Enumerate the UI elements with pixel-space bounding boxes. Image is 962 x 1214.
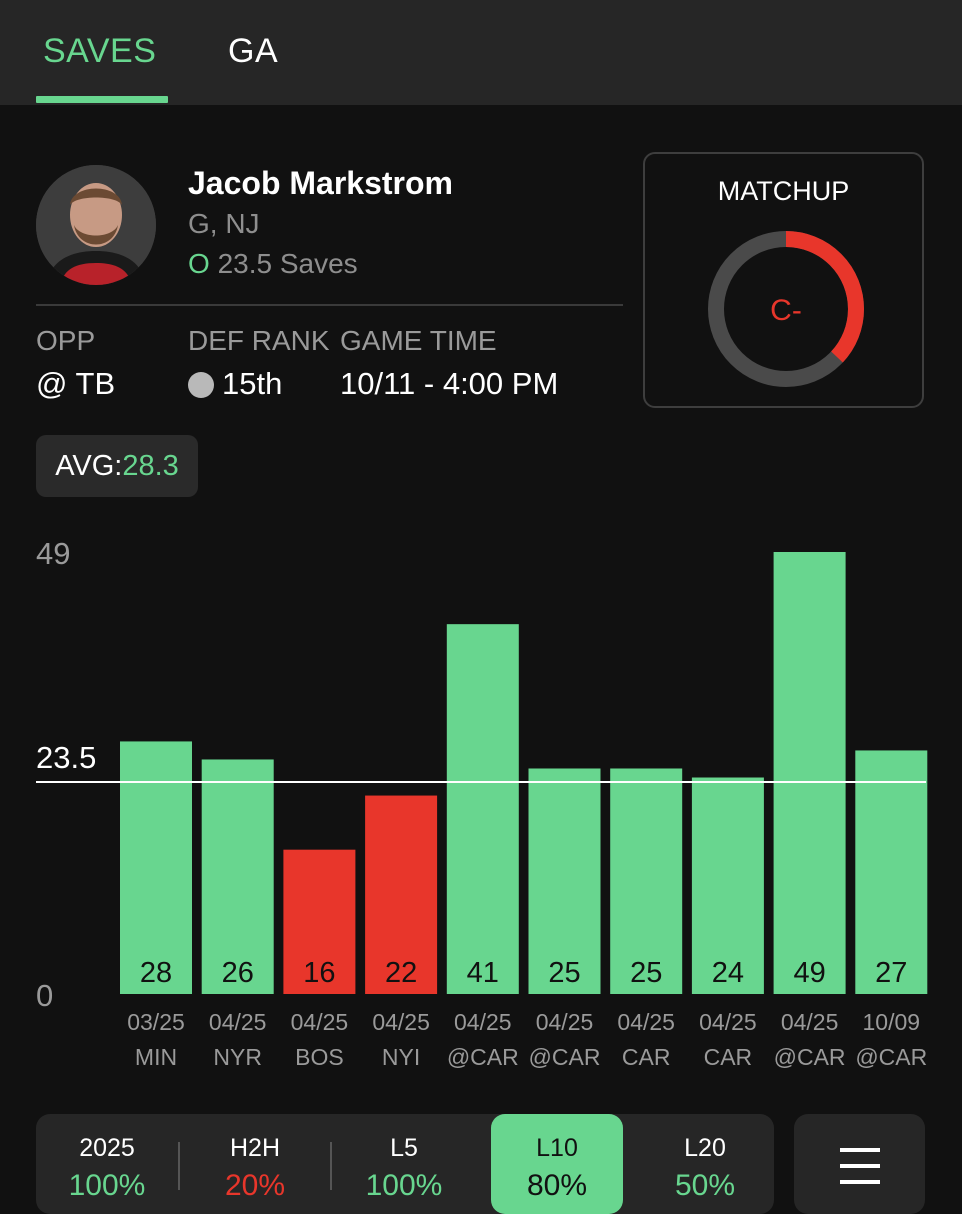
prop-line-value: 23.5 Saves bbox=[217, 248, 358, 279]
bar bbox=[691, 777, 764, 994]
x-tick-date: 04/25 bbox=[781, 1009, 839, 1035]
over-under-indicator: O bbox=[188, 248, 210, 279]
filter-percent: 50% bbox=[674, 1169, 736, 1202]
menu-icon bbox=[840, 1164, 880, 1168]
matchup-title: MATCHUP bbox=[717, 176, 850, 206]
tab-ga[interactable]: GA bbox=[228, 32, 279, 70]
bar bbox=[201, 759, 274, 994]
x-tick-opponent: @CAR bbox=[447, 1044, 519, 1070]
saves-bar-chart: 49 23.5 0 28 03/25 MIN 26 04/25 NYR 16 04/25 BOS 22 0… bbox=[36, 536, 928, 1070]
active-tab-indicator bbox=[36, 96, 168, 103]
y-tick-label: 23.5 bbox=[36, 740, 96, 775]
game-time-label: GAME TIME bbox=[340, 325, 497, 356]
player-position: G, NJ bbox=[188, 208, 260, 239]
bar-value-label: 25 bbox=[548, 957, 580, 989]
filter-percent: 100% bbox=[68, 1169, 146, 1202]
bar bbox=[855, 750, 928, 994]
x-tick-opponent: MIN bbox=[135, 1044, 177, 1070]
filter-percent: 20% bbox=[224, 1169, 286, 1202]
x-tick-opponent: @CAR bbox=[855, 1044, 927, 1070]
filter-h2h[interactable]: H2H 20% bbox=[180, 1114, 330, 1214]
bar-value-label: 28 bbox=[140, 957, 172, 989]
filter-label: 2025 bbox=[79, 1134, 135, 1162]
filter-bar: 2025 100% H2H 20% L5 100% L10 80% L20 50… bbox=[36, 1114, 774, 1214]
def-rank-value: 15th bbox=[188, 366, 282, 402]
x-tick-opponent: CAR bbox=[622, 1044, 671, 1070]
average-label: AVG: bbox=[55, 450, 123, 482]
x-tick-opponent: CAR bbox=[704, 1044, 753, 1070]
x-tick-opponent: @CAR bbox=[529, 1044, 601, 1070]
y-tick-label: 49 bbox=[36, 536, 70, 571]
x-tick-date: 10/09 bbox=[863, 1009, 921, 1035]
menu-icon bbox=[840, 1148, 880, 1152]
bar-value-label: 26 bbox=[222, 957, 254, 989]
filter-l10[interactable]: L10 80% bbox=[491, 1114, 623, 1214]
matchup-card[interactable]: MATCHUP C- bbox=[643, 152, 924, 408]
filter-label: L5 bbox=[390, 1134, 418, 1162]
rank-dot-icon bbox=[188, 372, 214, 398]
bar bbox=[365, 795, 438, 994]
x-tick-opponent: BOS bbox=[295, 1044, 344, 1070]
bar bbox=[610, 768, 683, 994]
bar bbox=[283, 849, 356, 994]
game-time-value: 10/11 - 4:00 PM bbox=[340, 366, 559, 401]
x-tick-date: 04/25 bbox=[209, 1009, 267, 1035]
x-tick-opponent: @CAR bbox=[774, 1044, 846, 1070]
x-tick-date: 04/25 bbox=[291, 1009, 349, 1035]
filter-separator bbox=[178, 1142, 180, 1190]
x-tick-date: 03/25 bbox=[127, 1009, 185, 1035]
def-rank-label: DEF RANK bbox=[188, 325, 330, 356]
bar-value-label: 16 bbox=[303, 957, 335, 989]
menu-button[interactable] bbox=[794, 1114, 925, 1214]
player-headshot-icon bbox=[36, 165, 156, 285]
x-tick-opponent: NYR bbox=[213, 1044, 262, 1070]
filter-label: L10 bbox=[536, 1134, 578, 1162]
matchup-grade: C- bbox=[770, 294, 802, 327]
filter-l20[interactable]: L20 50% bbox=[636, 1114, 774, 1214]
x-tick-date: 04/25 bbox=[617, 1009, 675, 1035]
menu-icon bbox=[840, 1180, 880, 1184]
header-divider bbox=[36, 304, 623, 306]
filter-percent: 80% bbox=[526, 1169, 588, 1202]
average-pill: AVG:28.3 bbox=[36, 435, 198, 497]
bar-value-label: 24 bbox=[712, 957, 744, 989]
def-rank-text: 15th bbox=[222, 366, 283, 401]
x-tick-opponent: NYI bbox=[382, 1044, 420, 1070]
player-name: Jacob Markstrom bbox=[188, 165, 453, 201]
matchup-ring: C- bbox=[708, 231, 864, 387]
filter-separator bbox=[330, 1142, 332, 1190]
bar-value-label: 25 bbox=[630, 957, 662, 989]
player-avatar bbox=[36, 165, 156, 285]
x-tick-date: 04/25 bbox=[699, 1009, 757, 1035]
bar bbox=[773, 552, 846, 994]
filter-percent: 100% bbox=[365, 1169, 443, 1202]
bar-value-label: 22 bbox=[385, 957, 417, 989]
bar-value-label: 27 bbox=[875, 957, 907, 989]
opp-label: OPP bbox=[36, 325, 96, 356]
opp-value: @ TB bbox=[36, 366, 116, 401]
bar-value-label: 41 bbox=[467, 957, 499, 989]
x-tick-date: 04/25 bbox=[536, 1009, 594, 1035]
filter-2025[interactable]: 2025 100% bbox=[36, 1114, 178, 1214]
player-prop-line: O 23.5 Saves bbox=[188, 248, 358, 280]
y-tick-label: 0 bbox=[36, 978, 53, 1013]
filter-label: L20 bbox=[684, 1134, 726, 1162]
bar bbox=[528, 768, 601, 994]
tab-saves[interactable]: SAVES bbox=[43, 32, 157, 70]
matchup-ring-arc bbox=[708, 231, 864, 387]
bar-value-label: 49 bbox=[793, 957, 825, 989]
filter-label: H2H bbox=[229, 1134, 280, 1162]
x-tick-date: 04/25 bbox=[454, 1009, 512, 1035]
filter-l5[interactable]: L5 100% bbox=[332, 1114, 476, 1214]
tab-bar: SAVES GA bbox=[0, 0, 962, 105]
average-value: 28.3 bbox=[122, 450, 179, 482]
bar bbox=[446, 624, 519, 994]
x-tick-date: 04/25 bbox=[372, 1009, 430, 1035]
bar bbox=[120, 741, 192, 994]
